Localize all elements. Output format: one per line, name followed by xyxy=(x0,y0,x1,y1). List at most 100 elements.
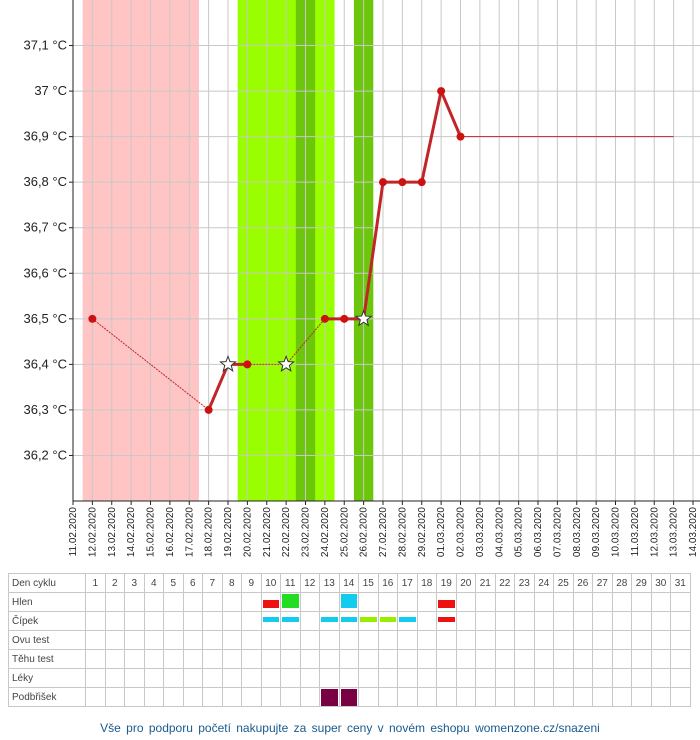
day-cell xyxy=(592,611,613,631)
day-number: 20 xyxy=(455,573,476,593)
day-number: 9 xyxy=(241,573,262,593)
marker-bar xyxy=(399,617,416,622)
day-cell xyxy=(358,611,379,631)
table-row: Podbřišek xyxy=(8,687,691,707)
day-cell xyxy=(670,630,691,650)
temperature-segment xyxy=(92,318,209,411)
x-tick-label: 17.02.2020 xyxy=(184,507,195,557)
day-cell xyxy=(650,611,671,631)
day-number: 30 xyxy=(650,573,671,593)
day-cell xyxy=(553,687,574,707)
day-cell xyxy=(202,630,223,650)
row-label: Čípek xyxy=(8,611,86,631)
day-cell xyxy=(650,592,671,612)
day-cell xyxy=(397,687,418,707)
day-cell xyxy=(124,649,145,669)
day-cell xyxy=(182,668,203,688)
day-number: 10 xyxy=(260,573,281,593)
x-tick-label: 21.02.2020 xyxy=(262,507,273,557)
day-cell xyxy=(416,668,437,688)
x-tick-label: 11.03.2020 xyxy=(630,507,641,557)
day-cell xyxy=(592,592,613,612)
day-cell xyxy=(592,630,613,650)
footer-link[interactable]: Vše pro podporu početí nakupujte za supe… xyxy=(100,721,600,735)
day-cell xyxy=(494,649,515,669)
temperature-chart: 36,2 °C 36,3 °C 36,4 °C 36,5 °C 36,6 °C 36,7 … xyxy=(23,0,700,557)
temperature-point xyxy=(204,405,213,414)
day-cell xyxy=(182,687,203,707)
temperature-segment xyxy=(285,318,326,365)
day-cell xyxy=(533,630,554,650)
day-cell xyxy=(163,611,184,631)
x-tick-label: 16.02.2020 xyxy=(165,507,176,557)
temperature-point xyxy=(340,314,349,323)
row-label: Těhu test xyxy=(8,649,86,669)
day-cell xyxy=(377,649,398,669)
x-tick-label: 13.02.2020 xyxy=(107,507,118,557)
day-cell xyxy=(202,649,223,669)
day-cell xyxy=(338,687,359,707)
x-tick-label: 08.03.2020 xyxy=(572,507,583,557)
x-tick-label: 24.02.2020 xyxy=(320,507,331,557)
day-number: 11 xyxy=(280,573,301,593)
day-cell xyxy=(494,668,515,688)
day-cell xyxy=(436,592,457,612)
day-number: 4 xyxy=(143,573,164,593)
day-cell xyxy=(572,668,593,688)
day-cell xyxy=(436,668,457,688)
day-number: 5 xyxy=(163,573,184,593)
x-tick-label: 19.02.2020 xyxy=(223,507,234,557)
day-cell xyxy=(143,687,164,707)
day-cell xyxy=(631,630,652,650)
table-row: Těhu test xyxy=(8,649,691,669)
temperature-point xyxy=(379,178,387,187)
day-cell xyxy=(377,630,398,650)
x-tick-label: 03.03.2020 xyxy=(475,507,486,557)
day-number: 12 xyxy=(299,573,320,593)
y-tick-label: 36,3 °C xyxy=(23,402,67,417)
day-cell xyxy=(85,687,106,707)
day-cell xyxy=(631,592,652,612)
x-tick-label: 13.03.2020 xyxy=(669,507,680,557)
day-number: 7 xyxy=(202,573,223,593)
x-tick-label: 12.02.2020 xyxy=(87,507,98,557)
day-cell xyxy=(533,592,554,612)
day-cell xyxy=(182,611,203,631)
day-cell xyxy=(455,630,476,650)
day-cell xyxy=(221,687,242,707)
day-cell xyxy=(631,611,652,631)
day-cell xyxy=(202,611,223,631)
x-tick-label: 10.03.2020 xyxy=(611,507,622,557)
day-cell xyxy=(124,687,145,707)
day-cell xyxy=(143,592,164,612)
day-cell xyxy=(358,687,379,707)
day-cell xyxy=(631,668,652,688)
day-cell xyxy=(260,649,281,669)
day-number: 18 xyxy=(416,573,437,593)
day-number: 27 xyxy=(592,573,613,593)
day-cell xyxy=(650,630,671,650)
day-cell xyxy=(163,649,184,669)
day-cell xyxy=(670,611,691,631)
marker-bar xyxy=(340,617,357,622)
day-cell xyxy=(124,668,145,688)
y-tick-label: 36,4 °C xyxy=(23,356,67,371)
day-cell xyxy=(319,668,340,688)
cycle-table: Den cyklu 1 2 3 4 5 6 7 8 9 10 11 12 13 14 15 16 17 18 19 20… xyxy=(8,573,691,707)
day-number: 22 xyxy=(494,573,515,593)
day-cell xyxy=(280,687,301,707)
temperature-point xyxy=(320,314,329,323)
marker-bar xyxy=(360,617,377,622)
table-row: Den cyklu 1 2 3 4 5 6 7 8 9 10 11 12 13 14 15 16 17 18 19 20… xyxy=(8,573,691,593)
day-cell xyxy=(572,630,593,650)
day-cell xyxy=(611,668,632,688)
day-cell xyxy=(397,630,418,650)
day-cell xyxy=(670,592,691,612)
day-cell xyxy=(319,611,340,631)
day-number: 3 xyxy=(124,573,145,593)
day-cell xyxy=(163,687,184,707)
day-cell xyxy=(299,630,320,650)
day-cell xyxy=(670,687,691,707)
day-cell xyxy=(494,592,515,612)
temperature-point xyxy=(88,314,97,323)
